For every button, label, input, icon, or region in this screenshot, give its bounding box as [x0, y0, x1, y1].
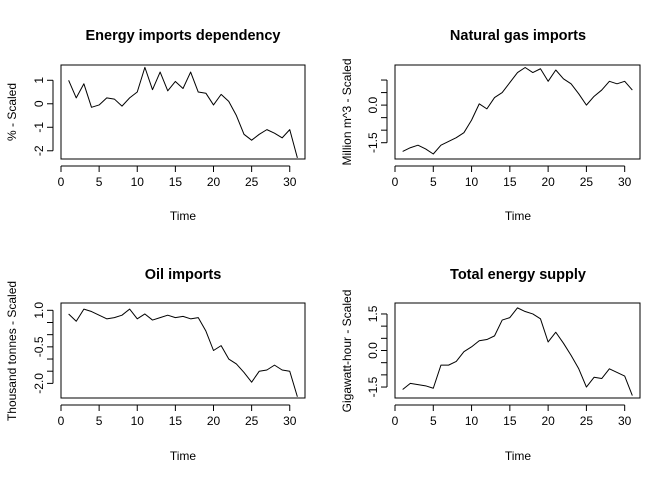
x-axis-label: Time [170, 209, 197, 223]
x-tick-label: 20 [541, 414, 555, 428]
y-tick-label: 0 [32, 100, 46, 107]
series-line [68, 308, 298, 397]
y-axis: -2.0 -0.5 1.0 [32, 302, 54, 394]
x-tick-label: 25 [245, 175, 259, 189]
series-line [402, 307, 633, 396]
series [402, 67, 633, 155]
series-line [402, 67, 633, 155]
x-tick-label: 10 [465, 175, 479, 189]
x-tick-label: 20 [541, 175, 555, 189]
x-tick-label: 25 [580, 414, 594, 428]
x-tick-label: 30 [618, 175, 632, 189]
y-axis-label: Gigawatt-hour - Scaled [340, 290, 354, 413]
x-axis-label: Time [505, 449, 532, 463]
y-tick-label: 0.0 [366, 96, 380, 113]
series [402, 307, 633, 396]
plot-frame [394, 64, 641, 160]
y-tick-label: -1 [32, 122, 46, 133]
x-axis-label: Time [505, 209, 532, 223]
x-tick-label: 15 [169, 414, 183, 428]
y-axis-label: Million m^3 - Scaled [340, 59, 354, 166]
x-tick-label: 20 [207, 175, 221, 189]
x-tick-label: 0 [392, 175, 399, 189]
x-tick-label: 5 [96, 414, 103, 428]
x-axis: 0 5 10 15 20 25 30 [392, 165, 632, 189]
plot-frame [394, 302, 641, 399]
y-tick-label: -1.5 [366, 376, 380, 397]
y-tick-label: 1.0 [32, 302, 46, 319]
x-axis: 0 5 10 15 20 25 30 [58, 165, 297, 189]
panel-energy-imports-dependency: Energy imports dependency Time % - Scale… [5, 28, 306, 223]
x-tick-label: 30 [283, 175, 297, 189]
panel-title: Total energy supply [450, 267, 586, 283]
x-tick-label: 10 [131, 175, 145, 189]
x-tick-label: 0 [392, 414, 399, 428]
y-axis: -2 -1 0 1 [32, 77, 54, 156]
panel-title: Energy imports dependency [86, 28, 281, 44]
x-tick-label: 30 [618, 414, 632, 428]
series [68, 66, 298, 158]
y-tick-label: 1.5 [366, 305, 380, 322]
panel-natural-gas-imports: Natural gas imports Time Million m^3 - S… [340, 28, 641, 223]
x-axis: 0 5 10 15 20 25 30 [58, 404, 297, 428]
x-tick-label: 25 [245, 414, 259, 428]
x-tick-label: 15 [503, 414, 517, 428]
series-line [68, 66, 298, 158]
panel-title: Oil imports [145, 267, 222, 283]
plot-frame [60, 302, 306, 399]
x-tick-label: 10 [465, 414, 479, 428]
x-tick-label: 5 [430, 414, 437, 428]
x-tick-label: 15 [503, 175, 517, 189]
y-tick-label: 0.0 [366, 342, 380, 359]
y-tick-label: 1 [32, 77, 46, 84]
x-tick-label: 10 [131, 414, 145, 428]
y-tick-label: -2 [32, 145, 46, 156]
x-tick-label: 5 [430, 175, 437, 189]
series [68, 308, 298, 397]
x-axis: 0 5 10 15 20 25 30 [392, 404, 632, 428]
x-tick-label: 30 [283, 414, 297, 428]
panel-oil-imports: Oil imports Time Thousand tonnes - Scale… [5, 267, 306, 463]
x-tick-label: 0 [58, 175, 65, 189]
x-tick-label: 20 [207, 414, 221, 428]
x-tick-label: 5 [96, 175, 103, 189]
panel-total-energy-supply: Total energy supply Time Gigawatt-hour -… [340, 267, 641, 463]
x-tick-label: 0 [58, 414, 65, 428]
y-axis: -1.5 0.0 [366, 79, 388, 153]
plot-frame [60, 64, 306, 160]
y-axis-label: Thousand tonnes - Scaled [5, 281, 19, 421]
x-axis-label: Time [170, 449, 197, 463]
y-tick-label: -0.5 [32, 336, 46, 357]
y-tick-label: -2.0 [32, 373, 46, 394]
x-tick-label: 25 [580, 175, 594, 189]
x-tick-label: 15 [169, 175, 183, 189]
y-axis: -1.5 0.0 1.5 [366, 305, 388, 397]
panel-title: Natural gas imports [450, 28, 586, 44]
y-axis-label: % - Scaled [5, 83, 19, 141]
y-tick-label: -1.5 [366, 132, 380, 153]
